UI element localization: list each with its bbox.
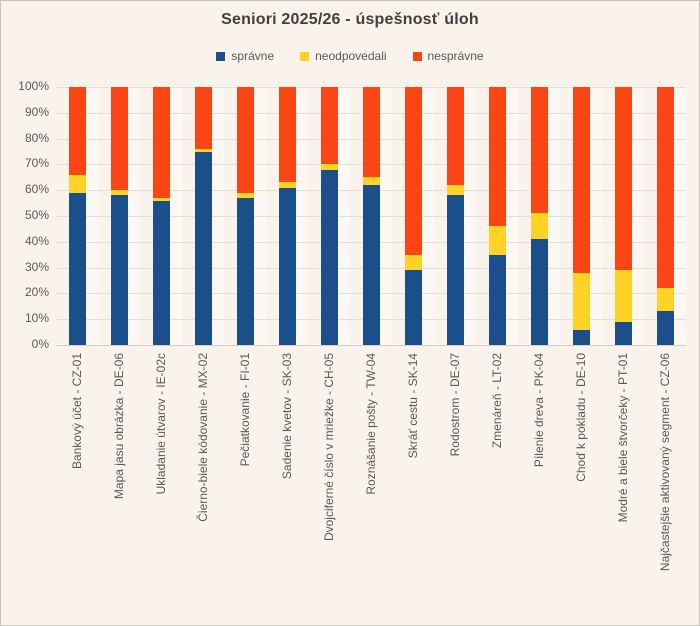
bar-segment [572, 272, 590, 330]
bar-segment [278, 87, 296, 183]
bar-segment [656, 311, 674, 345]
bar-segment [530, 87, 548, 214]
x-category-label: Pílenie dreva - PK-04 [532, 353, 546, 468]
legend-swatch-icon [412, 51, 422, 61]
bar-segment [194, 151, 212, 345]
bar-segment [68, 192, 86, 345]
bar-segment [236, 197, 254, 345]
bar-segment [446, 87, 464, 186]
bar-segment [152, 197, 170, 201]
bar-segment [530, 239, 548, 345]
bar-segment [446, 185, 464, 196]
y-tick-label: 0% [31, 337, 49, 351]
bar-segment [152, 200, 170, 345]
bar-segment [362, 87, 380, 178]
y-tick-label: 60% [24, 182, 49, 197]
bar-segment [320, 169, 338, 345]
x-category-label: Choď k pokladu - DE-10 [574, 353, 588, 482]
bar-segment [320, 87, 338, 165]
plot-area [56, 87, 686, 346]
bar-segment [404, 270, 422, 345]
legend-item-spravne: správne [216, 49, 274, 63]
bar-segment [362, 177, 380, 186]
y-tick-label: 40% [24, 233, 49, 248]
bar-segment [614, 321, 632, 345]
bar-segment [236, 87, 254, 193]
bar-segment [110, 87, 128, 191]
legend: správne neodpovedali nesprávne [1, 49, 699, 63]
x-category-label: Sadenie kvetov - SK-03 [280, 353, 294, 480]
gridline [56, 345, 686, 346]
x-category-label: Bankový účet - CZ-01 [70, 353, 84, 470]
x-category-label: Roznášanie pošty - TW-04 [364, 353, 378, 495]
x-axis-labels: Bankový účet - CZ-01 Mapa jasu obrázka - … [56, 353, 686, 625]
bar-segment [194, 148, 212, 152]
x-category-label: Skráť cestu - SK-14 [406, 353, 420, 459]
bar-segment [572, 87, 590, 273]
legend-swatch-icon [216, 51, 226, 61]
bar-segment [320, 164, 338, 170]
bar-segment [110, 195, 128, 345]
bar-segment [530, 213, 548, 240]
x-category-label: Mapa jasu obrázka - DE-06 [112, 353, 126, 500]
y-tick-label: 90% [24, 104, 49, 119]
bar-segment [404, 87, 422, 255]
x-category-label: Čierno-biele kódovanie - MX-02 [196, 353, 210, 522]
legend-item-neodpovedali: neodpovedali [300, 49, 387, 63]
bar-segment [194, 87, 212, 149]
bar-segment [110, 190, 128, 196]
bar-segment [488, 226, 506, 255]
y-tick-label: 70% [24, 156, 49, 171]
bar-segment [572, 329, 590, 345]
x-category-label: Ukladanie útvarov - IE-02c [154, 353, 168, 495]
bar-segment [362, 185, 380, 345]
y-tick-label: 100% [18, 79, 49, 93]
y-tick-label: 80% [24, 130, 49, 145]
x-category-label: Zmenáreň - LT-02 [490, 353, 504, 449]
legend-label: neodpovedali [315, 49, 387, 63]
bar-segment [656, 288, 674, 312]
bar-segment [614, 87, 632, 271]
legend-label: nesprávne [427, 49, 484, 63]
y-tick-label: 10% [24, 311, 49, 326]
bar-segment [236, 192, 254, 198]
legend-label: správne [231, 49, 275, 63]
bar-segment [278, 187, 296, 345]
y-axis-labels: 0% 10% 20% 30% 40% 50% 60% 70% 80% 90% 100% [1, 79, 49, 351]
y-tick-label: 50% [24, 208, 49, 222]
bar-segment [68, 87, 86, 175]
bar-segment [404, 254, 422, 271]
x-category-label: Pečiatkovanie - FI-01 [238, 353, 252, 467]
bar-segment [656, 87, 674, 289]
y-tick-label: 20% [24, 285, 49, 300]
legend-swatch-icon [300, 51, 310, 61]
bar-segment [446, 195, 464, 345]
x-category-label: Rodostrom - DE-07 [448, 353, 462, 457]
legend-item-nespravne: nesprávne [412, 49, 484, 63]
bar-segment [488, 87, 506, 227]
bar-segment [278, 182, 296, 188]
bar-segment [614, 270, 632, 322]
bar-segment [488, 254, 506, 345]
x-category-label: Modré a biele štvorčeky - PT-01 [616, 353, 630, 523]
bar-segment [152, 87, 170, 198]
x-category-label: Dvojciferné číslo v mriežke - CH-05 [322, 353, 336, 542]
y-tick-label: 30% [24, 259, 49, 274]
chart-title: Seniori 2025/26 - úspešnosť úloh [221, 11, 479, 28]
bar-segment [68, 174, 86, 193]
x-category-label: Najčastejšie aktivovaný segment - CZ-06 [658, 353, 672, 572]
